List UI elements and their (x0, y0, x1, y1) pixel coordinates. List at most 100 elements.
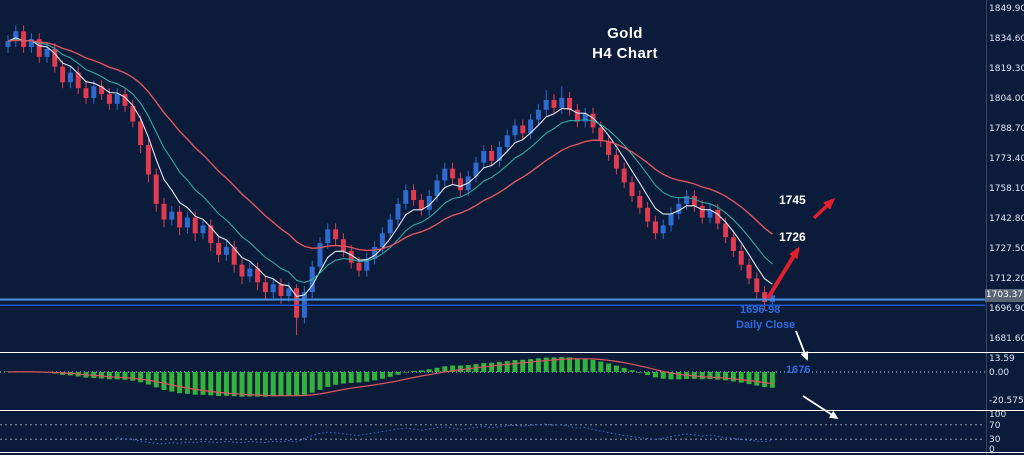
macd-histogram-bar (106, 372, 112, 380)
macd-histogram-bar (754, 372, 760, 386)
candle-bull (684, 196, 690, 204)
macd-histogram-bar (738, 372, 744, 383)
candle-bull (5, 41, 11, 48)
macd-histogram-bar (504, 361, 510, 372)
candle-bear (699, 205, 705, 218)
candle-bear (738, 250, 744, 265)
candle-bull (535, 109, 541, 120)
macd-histogram-bar (645, 372, 651, 376)
macd-histogram-bar (200, 372, 206, 395)
price-axis-label: 1849.90 (989, 4, 1024, 14)
macd-histogram-bar (598, 361, 604, 372)
candle-bull (496, 147, 502, 161)
price-axis-label: 1681.60 (989, 334, 1024, 344)
candle-bear (621, 168, 627, 183)
macd-histogram-bar (559, 357, 565, 372)
candle-bull (223, 247, 229, 255)
macd-histogram-bar (528, 359, 534, 372)
macd-histogram-bar (762, 372, 768, 388)
macd-histogram-bar (317, 372, 323, 390)
macd-histogram-bar (216, 372, 222, 396)
candle-bear (637, 196, 643, 208)
macd-histogram-bar (114, 372, 120, 380)
macd-histogram-bar (457, 365, 463, 372)
macd-histogram-bar (325, 372, 331, 387)
candle-bear (294, 288, 300, 318)
macd-histogram-bar (364, 372, 370, 382)
macd-histogram-bar (676, 372, 682, 380)
candle-bear (606, 141, 612, 155)
candle-bear (161, 203, 167, 220)
price-axis-label: 1742.80 (989, 214, 1024, 224)
macd-histogram-bar (730, 372, 736, 382)
macd-histogram-bar (161, 372, 167, 391)
candle-bear (356, 262, 362, 271)
macd-histogram-bar (403, 372, 409, 373)
macd-histogram-bar (177, 372, 183, 394)
candle-bull (247, 268, 253, 277)
candle-bear (348, 250, 354, 263)
macd-histogram-bar (247, 372, 253, 397)
macd-histogram-bar (551, 357, 557, 372)
candle-bear (567, 98, 573, 110)
candle-bull (387, 219, 393, 234)
macd-histogram-bar (723, 372, 729, 381)
candle-bull (512, 125, 518, 136)
macd-histogram-bar (426, 369, 432, 372)
macd-histogram-bar (286, 372, 292, 396)
candle-bull (504, 135, 510, 148)
candle-bear (333, 229, 339, 240)
candle-bear (255, 268, 261, 283)
macd-histogram-bar (613, 365, 619, 372)
candle-bear (746, 264, 752, 279)
macd-histogram-bar (629, 370, 635, 372)
candle-bull (317, 243, 323, 267)
current-price-tag: 1703.37 (985, 289, 1024, 302)
candle-bull (286, 288, 292, 297)
candle-bear (75, 72, 81, 89)
macd-histogram-bar (450, 365, 456, 372)
candle-bear (450, 168, 456, 179)
macd-histogram-bar (169, 372, 175, 392)
price-axis-label: 1758.10 (989, 184, 1024, 194)
ema-slow-line (7, 39, 773, 252)
price-axis-label: 1696.90 (989, 304, 1024, 314)
candle-bear (715, 209, 721, 224)
price-axis-label: 1773.40 (989, 154, 1024, 164)
candle-bear (278, 284, 284, 297)
annotation-target-1676: 1676 (786, 364, 811, 376)
candle-bull (184, 217, 190, 228)
candle-bull (169, 211, 175, 220)
candle-bear (489, 150, 495, 161)
candle-bear (52, 48, 58, 67)
macd-histogram-bar (223, 372, 229, 396)
candle-bear (340, 239, 346, 251)
oscillator-axis-label: 70 (989, 421, 1001, 431)
candle-bull (28, 39, 34, 48)
breakdown-arrow-upper-icon (795, 330, 809, 361)
oscillator-axis-label: 0 (989, 445, 995, 455)
candle-bull (379, 233, 385, 248)
macd-histogram-bar (418, 370, 424, 372)
candle-bear (36, 39, 42, 57)
candle-bear (262, 282, 268, 293)
ema-fast-line (7, 37, 773, 298)
macd-histogram-bar (520, 359, 526, 372)
candle-bear (153, 174, 159, 204)
candle-bear (418, 199, 424, 210)
candle-bear (574, 109, 580, 122)
candle-bear (457, 178, 463, 191)
macd-histogram-bar (184, 372, 190, 394)
chart-title-instrument: Gold (607, 25, 643, 42)
macd-histogram-bar (387, 372, 393, 377)
macd-histogram-bar (652, 372, 658, 378)
annotation-support-zone: 1696-98 (740, 304, 781, 316)
candle-bear (723, 223, 729, 238)
candle-bear (520, 125, 526, 134)
macd-histogram-bar (590, 359, 596, 372)
candle-bull (91, 86, 97, 99)
macd-histogram-bar (746, 372, 752, 385)
macd-histogram-bar (356, 372, 362, 383)
